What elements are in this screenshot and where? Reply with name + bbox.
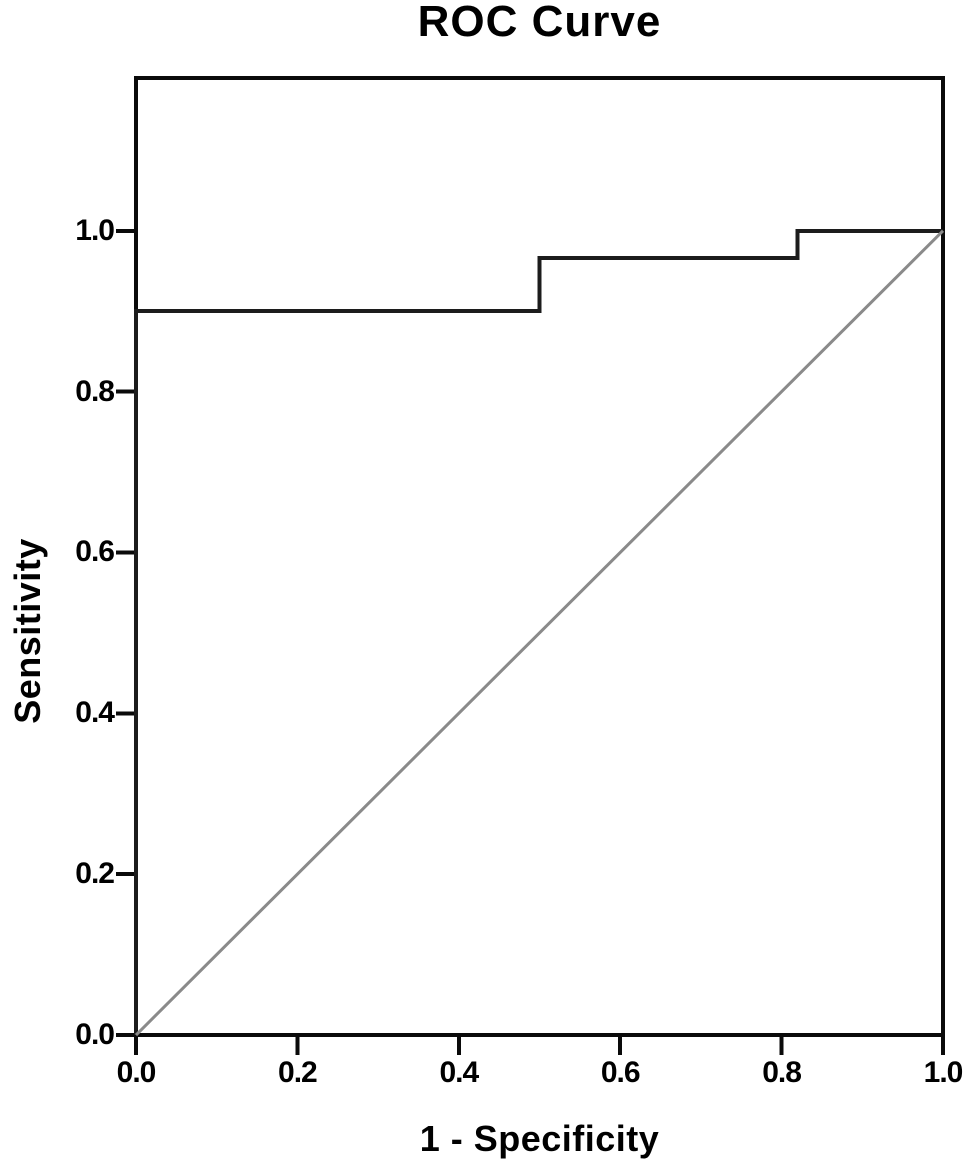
reference-diagonal-line — [134, 229, 945, 1037]
x-tick-label: 1.0 — [923, 1056, 964, 1089]
y-tick-label: 0.6 — [75, 535, 115, 569]
x-tick-label: 0.0 — [116, 1056, 157, 1089]
x-tick-label: 0.2 — [278, 1056, 318, 1089]
roc-curve-line — [134, 228, 943, 1035]
y-axis-title: Sensitivity — [7, 538, 48, 724]
x-tick-label: 0.8 — [762, 1056, 802, 1089]
x-tick-label: 0.6 — [600, 1056, 641, 1089]
chart-title: ROC Curve — [417, 0, 662, 46]
y-tick-label: 1.0 — [75, 213, 115, 247]
y-tick-label: 0.0 — [75, 1018, 115, 1051]
x-tick-label: 0.4 — [439, 1056, 479, 1089]
plot-frame — [134, 76, 945, 1037]
y-tick-label: 0.2 — [75, 857, 115, 891]
y-tick-label: 0.8 — [75, 374, 115, 408]
x-axis-title: 1 - Specificity — [419, 1118, 660, 1159]
y-tick-label: 0.4 — [75, 696, 115, 730]
